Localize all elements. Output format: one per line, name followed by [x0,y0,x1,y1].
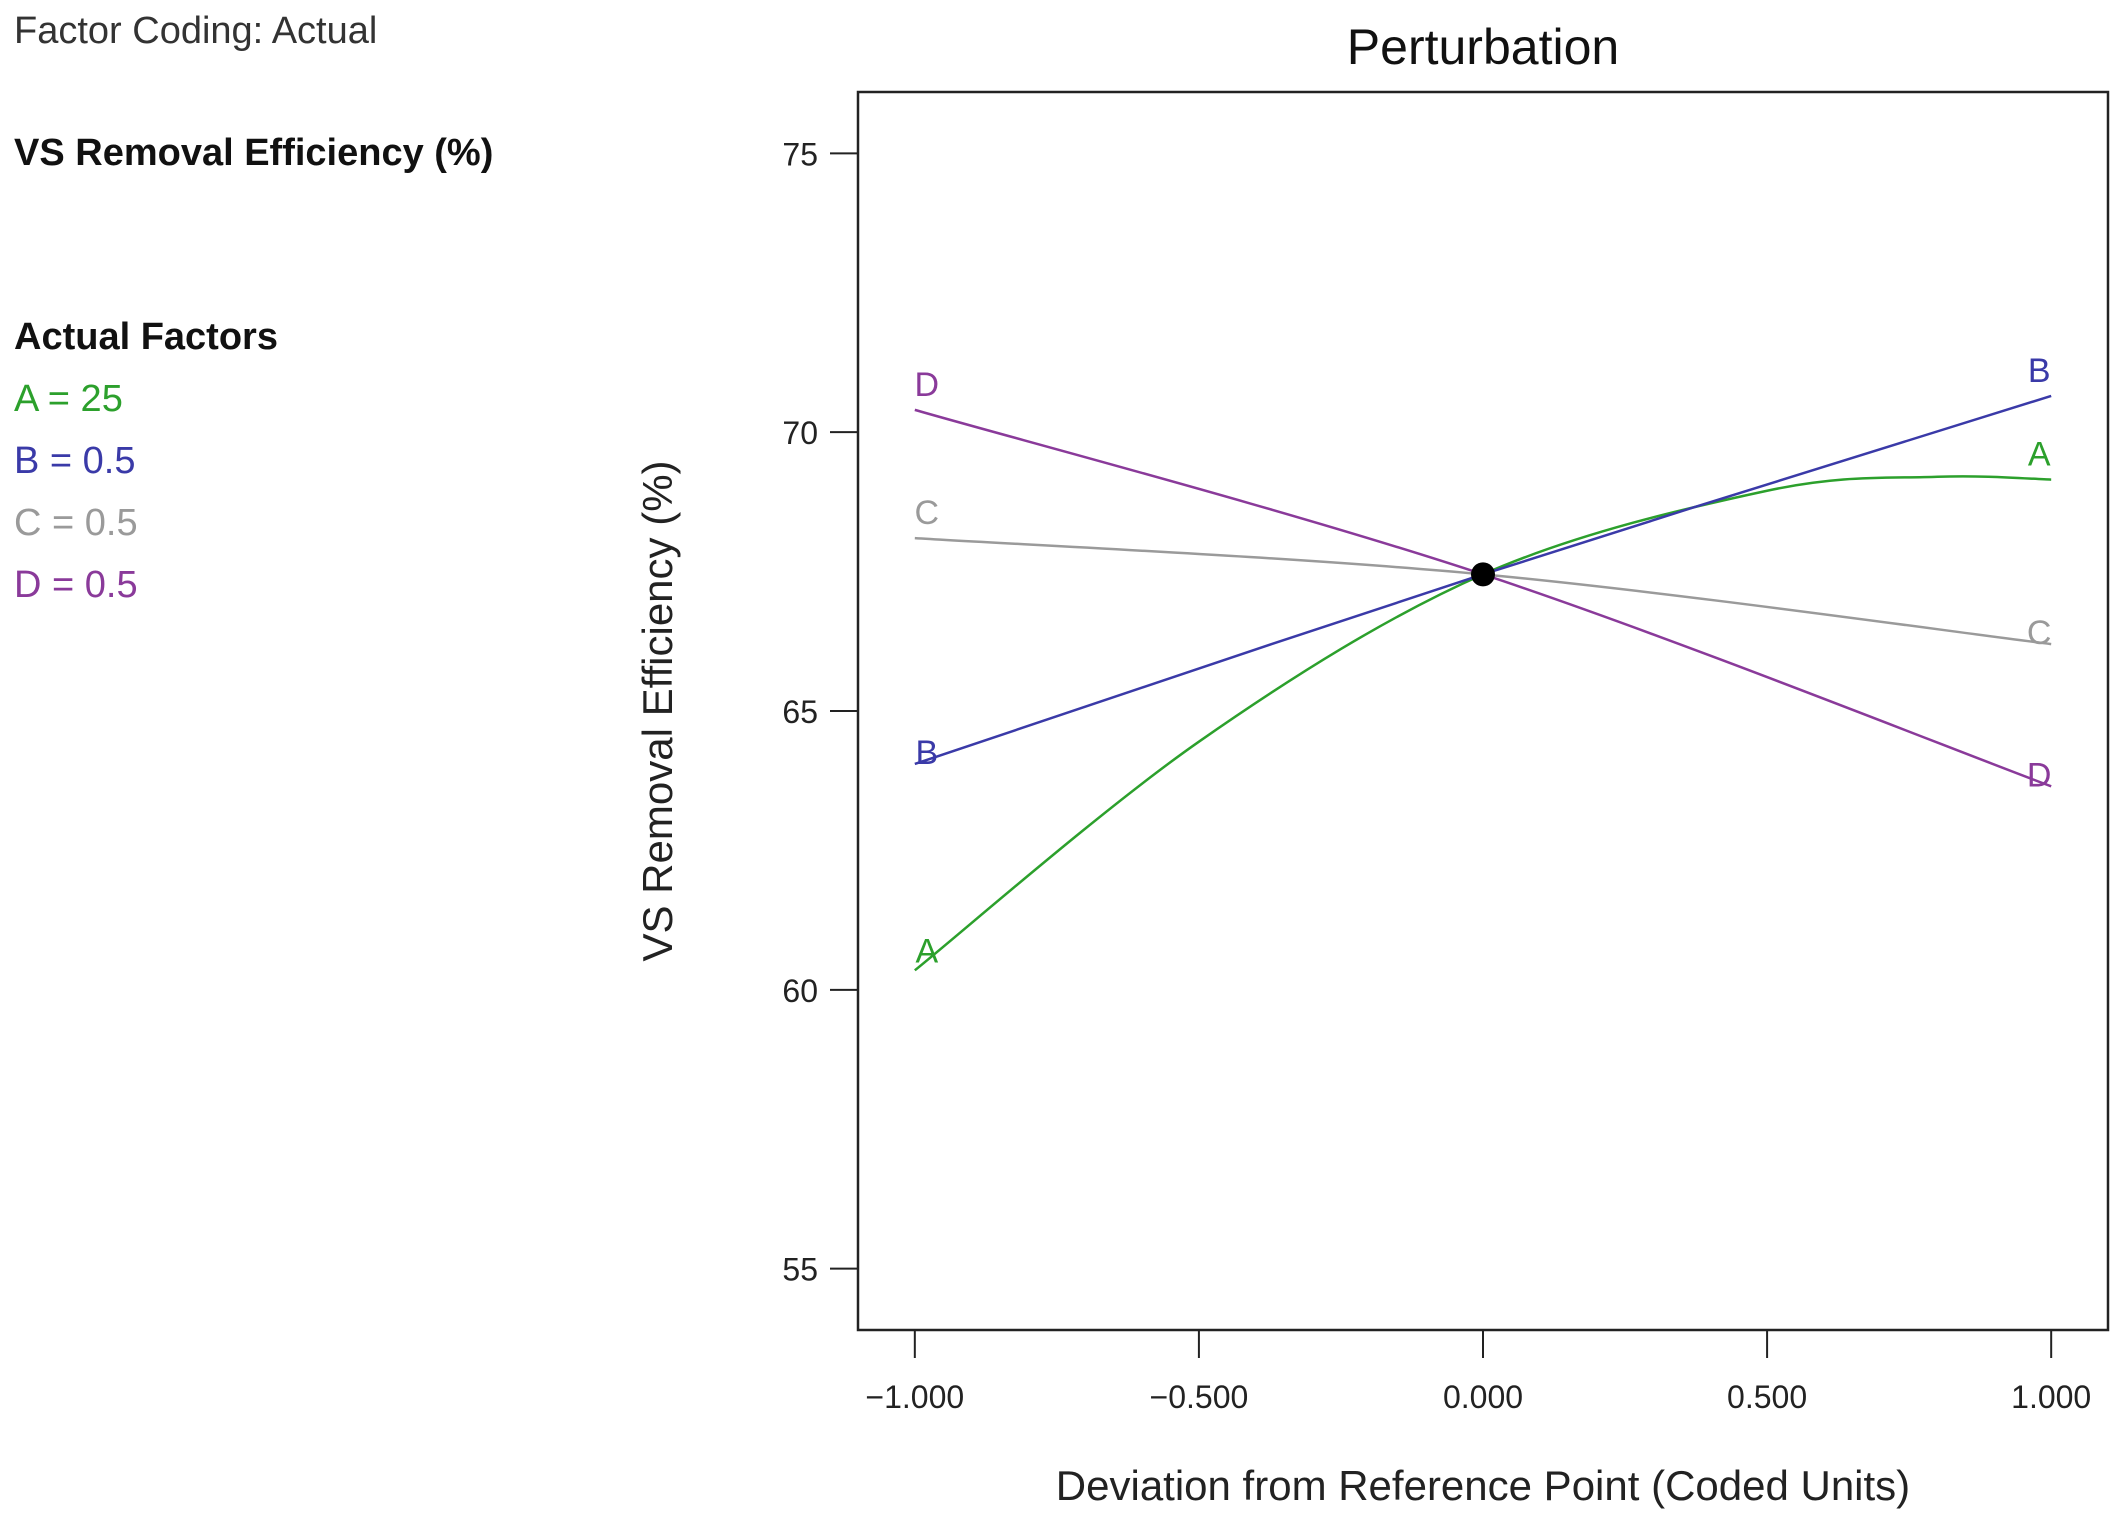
series-label-left-b: B [915,734,938,772]
series-line-c [914,536,2052,646]
series-label-right-d: D [2027,756,2052,794]
x-tick-label: 1.000 [2011,1379,2091,1415]
response-title: VS Removal Efficiency (%) [14,132,494,174]
y-tick-label: 65 [782,694,818,730]
actual-factors-title: Actual Factors [14,316,278,358]
series-line-a [914,475,2052,972]
x-tick-label: 0.500 [1727,1379,1807,1415]
series-label-left-d: D [915,366,940,404]
factor-b-label: B = 0.5 [14,440,136,482]
series-label-right-c: C [2027,614,2052,652]
y-axis-label: VS Removal Efficiency (%) [634,460,681,961]
series-line-d [914,408,2052,788]
series-label-right-b: B [2028,352,2051,390]
series-label-left-c: C [915,494,940,532]
x-tick-label: −0.500 [1150,1379,1249,1415]
y-tick-label: 55 [782,1252,818,1288]
y-tick-label: 60 [782,973,818,1009]
factor-coding-label: Factor Coding: Actual [14,10,378,52]
chart-title: Perturbation [1347,19,1619,75]
x-tick-label: −1.000 [865,1379,964,1415]
reference-point-dot [1471,562,1495,587]
factor-a-label: A = 25 [14,378,123,420]
plot-frame [856,90,2110,1332]
factor-c-label: C = 0.5 [14,502,138,544]
x-tick-label: 0.000 [1443,1379,1523,1415]
factor-d-label: D = 0.5 [14,564,138,606]
series-label-left-a: A [915,932,938,970]
x-axis-label: Deviation from Reference Point (Coded Un… [1056,1462,1910,1509]
y-tick-label: 70 [782,415,818,451]
y-tick-label: 75 [782,136,818,172]
series-label-right-a: A [2028,436,2051,474]
